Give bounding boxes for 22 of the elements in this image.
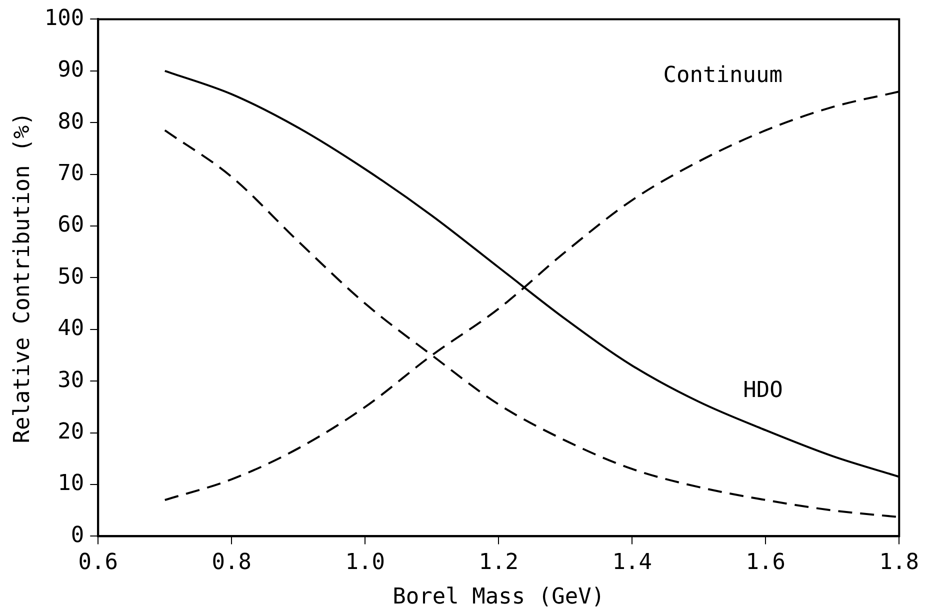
y-tick-label: 60 bbox=[58, 212, 84, 238]
y-tick-label: 10 bbox=[58, 471, 84, 496]
y-tick-label: 70 bbox=[58, 161, 84, 186]
y-tick-label: 40 bbox=[58, 316, 84, 342]
x-axis-title: Borel Mass (GeV) bbox=[392, 584, 605, 610]
x-tick-label: 1.4 bbox=[612, 550, 652, 576]
x-tick-label: 1.2 bbox=[478, 550, 519, 576]
y-tick-label: 50 bbox=[58, 264, 84, 290]
x-tick-label: 1.6 bbox=[746, 550, 786, 576]
y-tick-label: 100 bbox=[44, 6, 84, 31]
x-tick-label: 1.8 bbox=[879, 550, 920, 576]
x-tick-label: 1.0 bbox=[345, 550, 386, 576]
y-tick-label: 30 bbox=[58, 368, 84, 393]
y-tick-label: 90 bbox=[58, 58, 84, 83]
y-axis-title: Relative Contribution (%) bbox=[10, 112, 35, 444]
x-tick-label: 0.6 bbox=[78, 550, 118, 576]
y-tick-label: 20 bbox=[58, 420, 84, 445]
x-tick-label: 0.8 bbox=[212, 550, 252, 576]
annotation: Continuum bbox=[663, 62, 783, 88]
y-tick-label: 0 bbox=[70, 522, 84, 548]
y-tick-label: 80 bbox=[58, 109, 84, 134]
annotation: HDO bbox=[743, 378, 783, 404]
